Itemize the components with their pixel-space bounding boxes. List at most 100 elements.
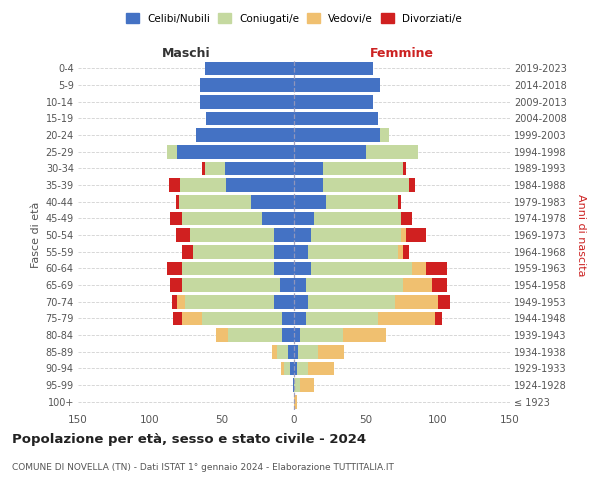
Bar	[180, 178, 226, 192]
Legend: Celibi/Nubili, Coniugati/e, Vedovi/e, Divorziati/e: Celibi/Nubili, Coniugati/e, Vedovi/e, Di…	[123, 10, 465, 26]
Bar	[294, 112, 377, 125]
Bar	[438, 295, 449, 308]
Bar	[366, 145, 418, 158]
Bar	[308, 245, 398, 258]
Bar	[319, 345, 344, 358]
Bar	[283, 312, 294, 325]
Bar	[377, 312, 435, 325]
Bar	[300, 328, 343, 342]
Bar	[294, 178, 323, 192]
Bar	[294, 228, 311, 242]
Bar	[274, 262, 294, 275]
Bar	[185, 295, 274, 308]
Bar	[323, 162, 403, 175]
Bar	[206, 112, 294, 125]
Bar	[294, 345, 298, 358]
Bar	[178, 145, 294, 158]
Bar	[182, 245, 193, 258]
Bar	[179, 195, 251, 208]
Bar	[308, 362, 334, 375]
Bar	[403, 162, 406, 175]
Bar	[395, 295, 438, 308]
Bar	[432, 278, 446, 292]
Bar	[294, 362, 297, 375]
Bar	[343, 328, 386, 342]
Y-axis label: Anni di nascita: Anni di nascita	[577, 194, 586, 276]
Bar	[297, 362, 308, 375]
Bar	[288, 345, 294, 358]
Bar	[294, 328, 300, 342]
Bar	[311, 262, 412, 275]
Bar	[294, 162, 323, 175]
Bar	[294, 145, 366, 158]
Bar	[294, 212, 314, 225]
Bar	[409, 178, 415, 192]
Bar	[167, 262, 182, 275]
Bar	[294, 62, 373, 75]
Bar	[294, 78, 380, 92]
Bar	[311, 228, 401, 242]
Bar	[314, 212, 401, 225]
Bar	[272, 345, 277, 358]
Bar	[308, 295, 395, 308]
Bar	[274, 295, 294, 308]
Bar	[294, 278, 305, 292]
Bar	[216, 328, 228, 342]
Bar	[182, 312, 202, 325]
Bar	[294, 295, 308, 308]
Bar	[401, 212, 412, 225]
Bar	[226, 178, 294, 192]
Text: Femmine: Femmine	[370, 47, 434, 60]
Bar	[283, 328, 294, 342]
Bar	[169, 178, 180, 192]
Bar	[294, 195, 326, 208]
Y-axis label: Fasce di età: Fasce di età	[31, 202, 41, 268]
Bar	[280, 278, 294, 292]
Bar	[202, 162, 205, 175]
Bar	[274, 228, 294, 242]
Bar	[228, 328, 283, 342]
Bar	[200, 78, 294, 92]
Bar	[294, 128, 380, 142]
Bar	[406, 228, 427, 242]
Bar	[172, 295, 178, 308]
Bar	[305, 278, 403, 292]
Bar	[182, 262, 274, 275]
Bar	[277, 345, 288, 358]
Bar	[284, 362, 290, 375]
Bar	[290, 362, 294, 375]
Text: Maschi: Maschi	[161, 47, 211, 60]
Bar	[182, 278, 280, 292]
Bar	[294, 262, 311, 275]
Bar	[380, 128, 389, 142]
Bar	[170, 278, 182, 292]
Bar	[274, 245, 294, 258]
Bar	[435, 312, 442, 325]
Bar	[427, 262, 446, 275]
Bar	[398, 245, 403, 258]
Bar	[401, 228, 406, 242]
Bar	[326, 195, 398, 208]
Bar	[202, 312, 283, 325]
Bar	[293, 378, 294, 392]
Bar	[305, 312, 377, 325]
Bar	[193, 245, 274, 258]
Bar	[294, 312, 305, 325]
Bar	[262, 212, 294, 225]
Bar	[323, 178, 409, 192]
Bar	[294, 395, 297, 408]
Bar	[205, 62, 294, 75]
Bar	[300, 378, 314, 392]
Bar	[196, 128, 294, 142]
Bar	[205, 162, 225, 175]
Bar	[182, 212, 262, 225]
Bar	[412, 262, 427, 275]
Bar	[176, 195, 179, 208]
Bar	[176, 228, 190, 242]
Bar	[200, 95, 294, 108]
Bar	[403, 278, 432, 292]
Bar	[251, 195, 294, 208]
Bar	[167, 145, 178, 158]
Bar	[403, 245, 409, 258]
Bar	[178, 295, 185, 308]
